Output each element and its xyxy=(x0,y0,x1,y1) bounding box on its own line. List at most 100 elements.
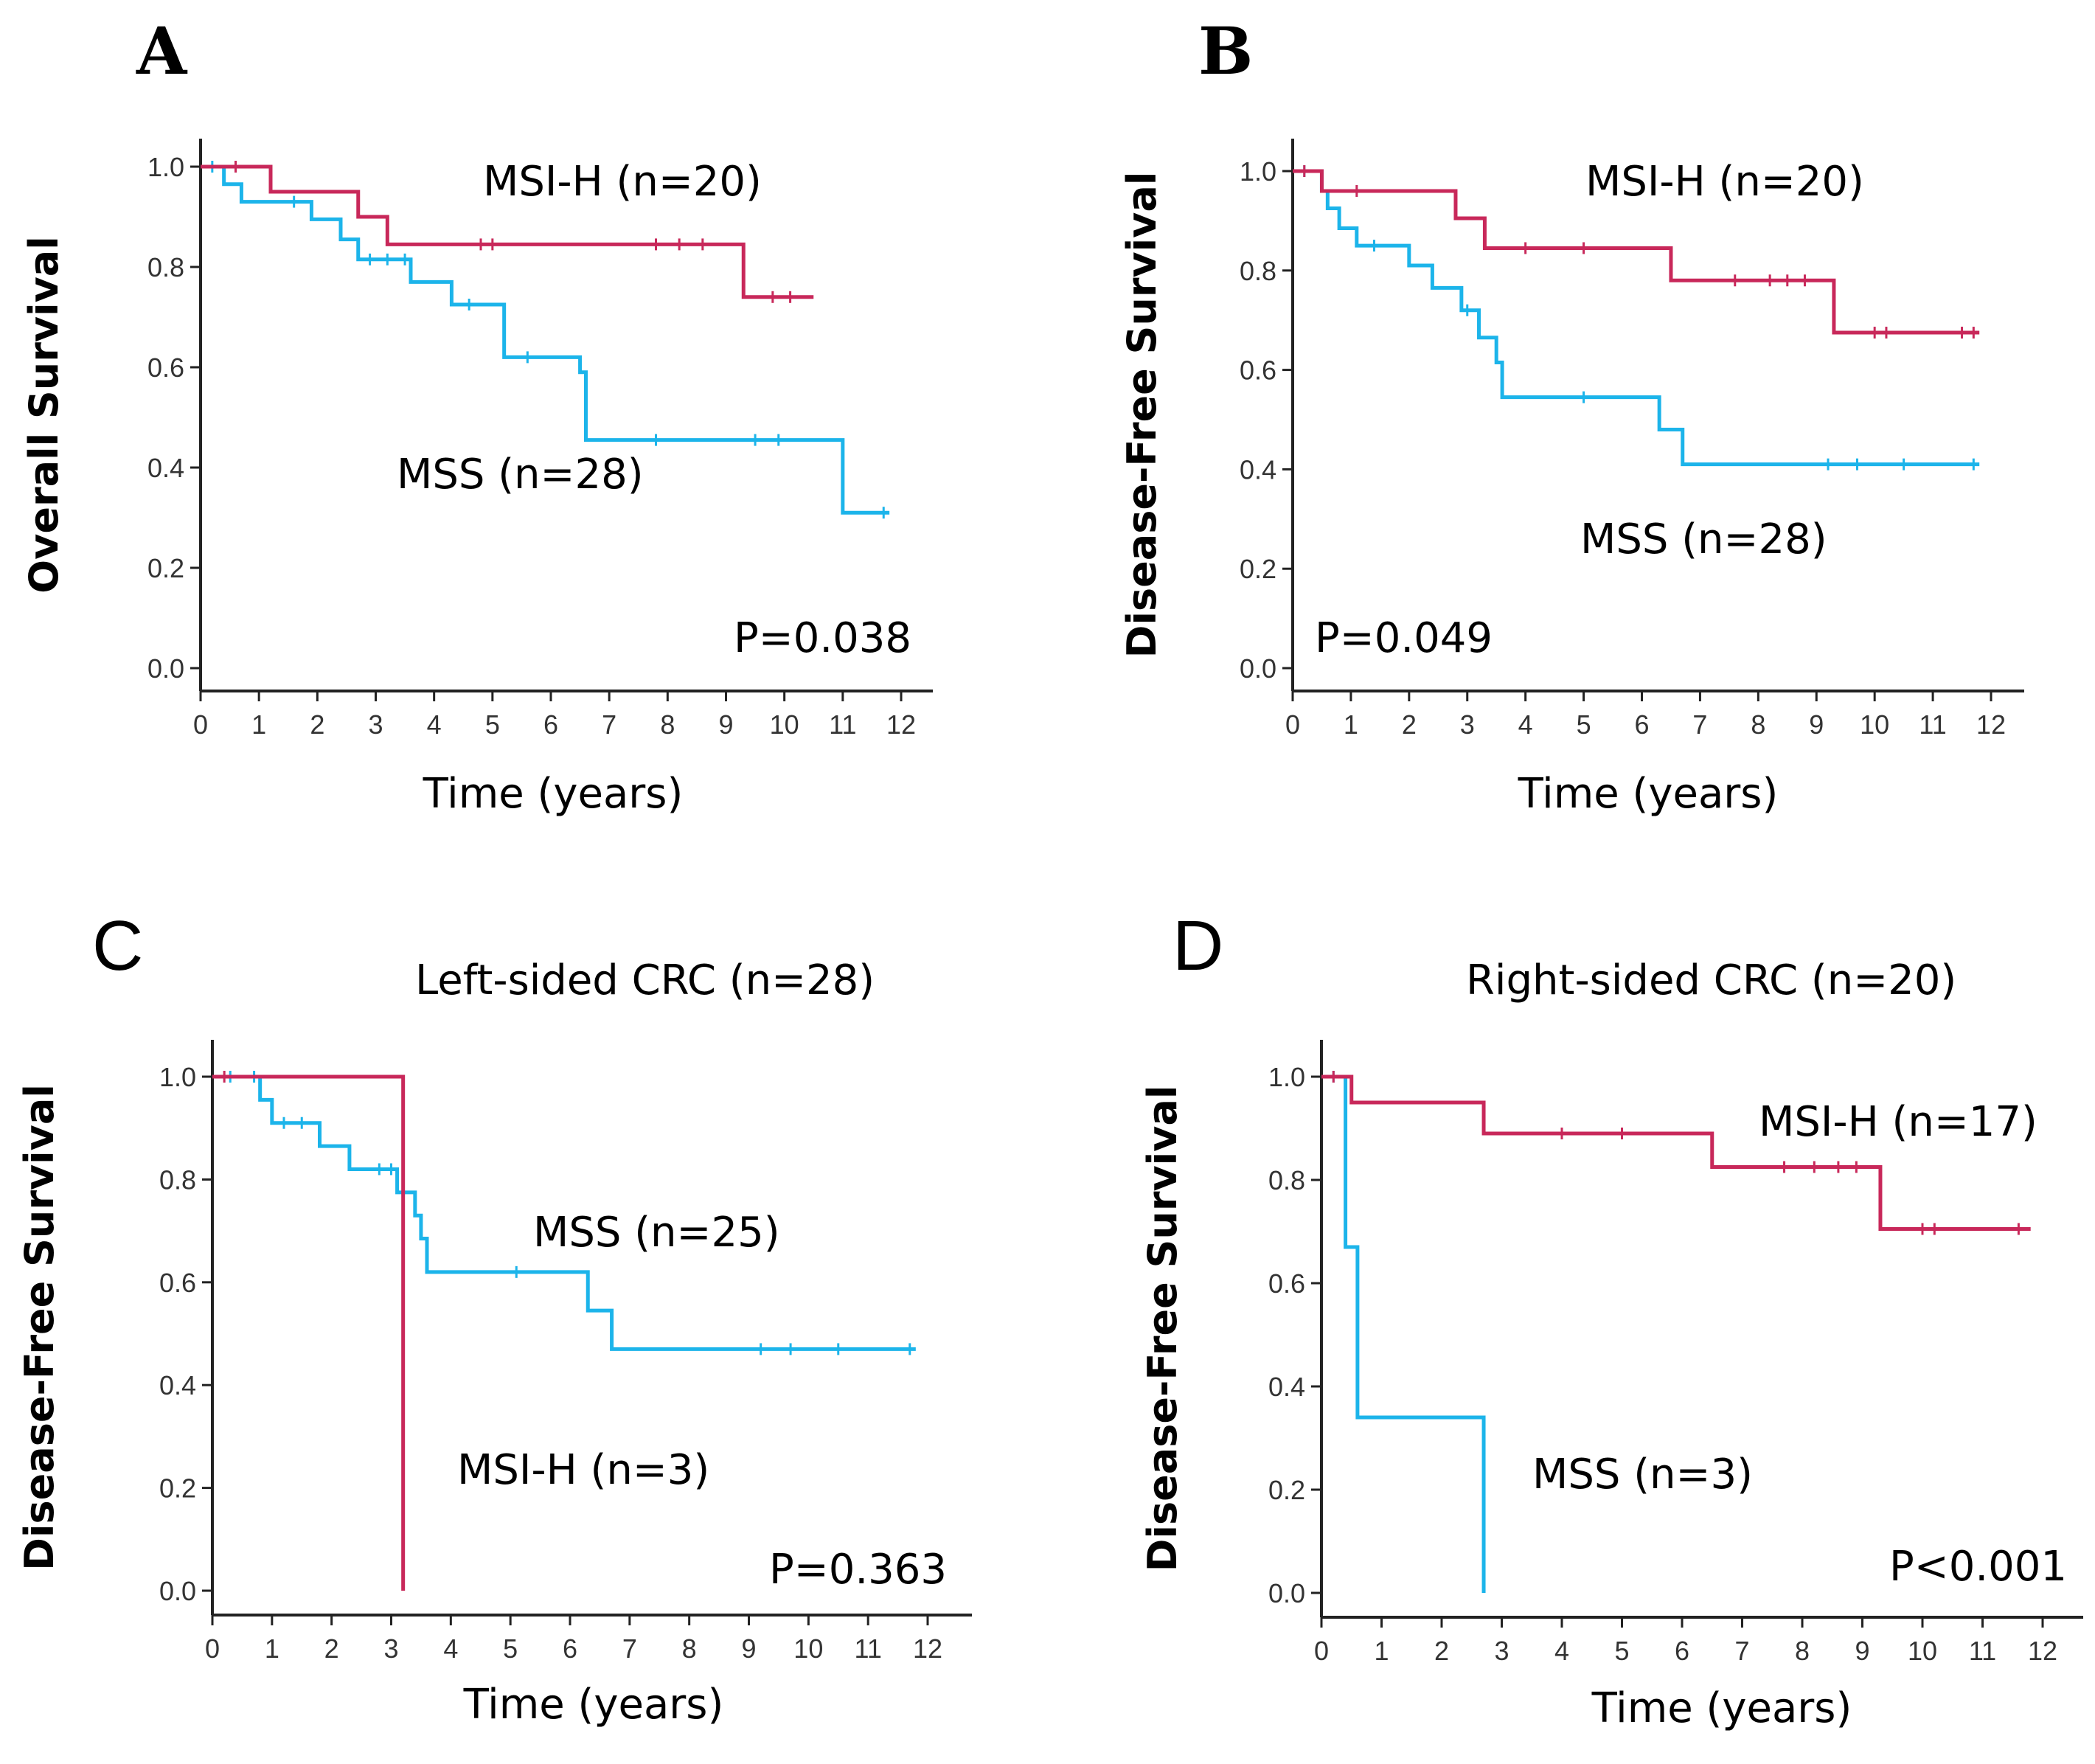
panel-c-x-axis-title: Time (years) xyxy=(463,1681,724,1729)
panel-a-x-tick-label: 12 xyxy=(886,709,916,740)
panel-c-y-tick-label: 0.6 xyxy=(159,1268,196,1298)
panel-d-x-tick-label: 3 xyxy=(1494,1636,1509,1666)
panel-c-msi-label: MSI-H (n=3) xyxy=(457,1446,709,1494)
panel-b-mss-label: MSS (n=28) xyxy=(1580,515,1827,563)
panel-a-x-tick-label: 0 xyxy=(193,709,208,740)
panel-a-p-value: P=0.038 xyxy=(734,614,911,662)
panel-d-x-tick-label: 8 xyxy=(1795,1636,1810,1666)
panel-b-x-tick-label: 12 xyxy=(1976,709,2006,740)
panel-a-y-tick-label: 0.4 xyxy=(147,453,184,483)
panel-a-x-tick-label: 7 xyxy=(602,709,616,740)
panel-b-x-tick-label: 6 xyxy=(1634,709,1649,740)
panel-d-letter: D xyxy=(1172,906,1223,985)
panel-d-x-tick-label: 5 xyxy=(1614,1636,1629,1666)
panel-a-x-tick-label: 1 xyxy=(251,709,266,740)
panel-c-x-tick-label: 2 xyxy=(324,1633,339,1664)
panel-b-x-axis-title: Time (years) xyxy=(1518,770,1779,818)
panel-c: C Left-sided CRC (n=28) 0 1 2 3 4 5 6 7 8 9 10 11 12… xyxy=(16,906,972,1729)
panel-a-y-tick-label: 0.0 xyxy=(147,653,184,684)
panel-d-x-tick-label: 4 xyxy=(1554,1636,1569,1666)
panel-b-y-tick-label: 0.2 xyxy=(1240,554,1276,584)
panel-b-x-tick-label: 8 xyxy=(1751,709,1765,740)
panel-b-y-tick-label: 0.8 xyxy=(1240,256,1276,286)
panel-c-y-tick-label: 0.2 xyxy=(159,1473,196,1504)
panel-b-chart: 0 1 2 3 4 5 6 7 8 9 10 11 120.00.20.40.60.81.0Diseas… xyxy=(1119,139,2024,818)
panel-a-x-tick-label: 4 xyxy=(427,709,442,740)
panel-d-msi-curve xyxy=(1321,1074,2031,1231)
panel-a-x-tick-label: 5 xyxy=(485,709,500,740)
panel-a-x-tick-label: 3 xyxy=(368,709,383,740)
panel-c-chart: 0 1 2 3 4 5 6 7 8 9 10 11 120.00.20.40.60.81.0Diseas… xyxy=(16,1040,972,1729)
panel-d-y-tick-label: 0.2 xyxy=(1268,1475,1305,1505)
panel-d: D Right-sided CRC (n=20) 0 1 2 3 4 5 6 7 8 9 10 11 1… xyxy=(1139,906,2083,1732)
panel-c-x-tick-label: 3 xyxy=(383,1633,398,1664)
panel-d-y-tick-label: 0.6 xyxy=(1268,1268,1305,1299)
panel-b-y-tick-label: 0.4 xyxy=(1240,454,1276,485)
panel-c-y-tick-label: 0.4 xyxy=(159,1370,196,1400)
panel-a-msi-curve xyxy=(201,164,814,299)
panel-c-x-tick-label: 10 xyxy=(793,1633,823,1664)
panel-d-y-tick-label: 0.4 xyxy=(1268,1372,1305,1402)
panel-b-x-tick-label: 2 xyxy=(1402,709,1417,740)
panel-d-x-tick-label: 7 xyxy=(1734,1636,1749,1666)
panel-b-x-tick-label: 5 xyxy=(1577,709,1591,740)
panel-b-x-tick-label: 7 xyxy=(1692,709,1707,740)
panel-c-x-tick-label: 4 xyxy=(443,1633,458,1664)
panel-d-y-axis-title: Disease-Free Survival xyxy=(1139,1086,1186,1572)
panel-b-p-value: P=0.049 xyxy=(1315,614,1493,662)
panel-a-x-tick-label: 6 xyxy=(543,709,558,740)
panel-d-chart: 0 1 2 3 4 5 6 7 8 9 10 11 120.00.20.40.60.81.0Diseas… xyxy=(1139,1040,2083,1732)
panel-a-msi-label: MSI-H (n=20) xyxy=(483,158,762,206)
panel-a-letter: A xyxy=(136,13,188,89)
panel-c-y-tick-label: 1.0 xyxy=(159,1062,196,1092)
panel-c-y-tick-label: 0.8 xyxy=(159,1164,196,1195)
panel-a: A 0 1 2 3 4 5 6 7 8 9 10 11 120.00.20.40.60.81.0Over… xyxy=(21,13,933,818)
panel-b-x-tick-label: 4 xyxy=(1518,709,1533,740)
panel-c-x-tick-label: 8 xyxy=(682,1633,697,1664)
panel-c-msi-curve xyxy=(212,1074,406,1591)
panel-a-chart: 0 1 2 3 4 5 6 7 8 9 10 11 120.00.20.40.60.81.0Overal… xyxy=(21,139,933,818)
panel-d-x-axis-title: Time (years) xyxy=(1591,1684,1852,1732)
panel-b-y-tick-label: 1.0 xyxy=(1240,156,1276,187)
panel-b-x-tick-label: 0 xyxy=(1285,709,1300,740)
panel-a-x-axis-title: Time (years) xyxy=(423,770,684,818)
panel-c-mss-curve xyxy=(212,1074,916,1351)
panel-a-x-tick-label: 2 xyxy=(310,709,324,740)
panel-a-y-tick-label: 0.6 xyxy=(147,353,184,383)
panel-b-x-tick-label: 3 xyxy=(1460,709,1475,740)
panel-d-x-tick-label: 6 xyxy=(1675,1636,1689,1666)
panel-c-p-value: P=0.363 xyxy=(769,1546,947,1594)
panel-c-x-tick-label: 0 xyxy=(205,1633,220,1664)
panel-a-x-tick-label: 10 xyxy=(770,709,799,740)
panel-b-y-axis-title: Disease-Free Survival xyxy=(1119,172,1165,659)
panel-d-x-tick-label: 2 xyxy=(1434,1636,1449,1666)
panel-d-msi-label: MSI-H (n=17) xyxy=(1759,1098,2037,1146)
panel-a-mss-curve xyxy=(201,164,890,515)
panel-b-letter: B xyxy=(1198,13,1253,89)
panel-d-y-tick-label: 1.0 xyxy=(1268,1062,1305,1092)
panel-b-x-tick-label: 10 xyxy=(1860,709,1889,740)
panel-b: B 0 1 2 3 4 5 6 7 8 9 10 11 120.00.20.40.60.81.0Dise… xyxy=(1119,13,2024,818)
panel-c-letter: C xyxy=(92,906,143,985)
panel-b-y-tick-label: 0.0 xyxy=(1240,653,1276,684)
panel-c-y-axis-title: Disease-Free Survival xyxy=(16,1084,63,1571)
panel-b-y-tick-label: 0.6 xyxy=(1240,355,1276,386)
panel-a-x-tick-label: 11 xyxy=(829,709,856,740)
panel-c-x-tick-label: 5 xyxy=(503,1633,518,1664)
panel-a-y-tick-label: 0.2 xyxy=(147,553,184,583)
panel-d-x-tick-label: 11 xyxy=(1969,1636,1996,1666)
panel-d-y-tick-label: 0.8 xyxy=(1268,1165,1305,1195)
panel-a-y-tick-label: 0.8 xyxy=(147,252,184,282)
panel-d-x-tick-label: 9 xyxy=(1855,1636,1869,1666)
panel-c-x-tick-label: 12 xyxy=(913,1633,942,1664)
panel-b-x-tick-label: 9 xyxy=(1809,709,1824,740)
panel-d-x-tick-label: 10 xyxy=(1908,1636,1937,1666)
panel-c-mss-label: MSS (n=25) xyxy=(533,1209,780,1257)
panel-d-y-tick-label: 0.0 xyxy=(1268,1578,1305,1608)
panel-a-y-tick-label: 1.0 xyxy=(147,152,184,182)
panel-b-x-tick-label: 1 xyxy=(1344,709,1358,740)
panel-d-x-tick-label: 12 xyxy=(2028,1636,2057,1666)
panel-d-x-tick-label: 1 xyxy=(1374,1636,1389,1666)
panel-c-x-tick-label: 1 xyxy=(265,1633,279,1664)
